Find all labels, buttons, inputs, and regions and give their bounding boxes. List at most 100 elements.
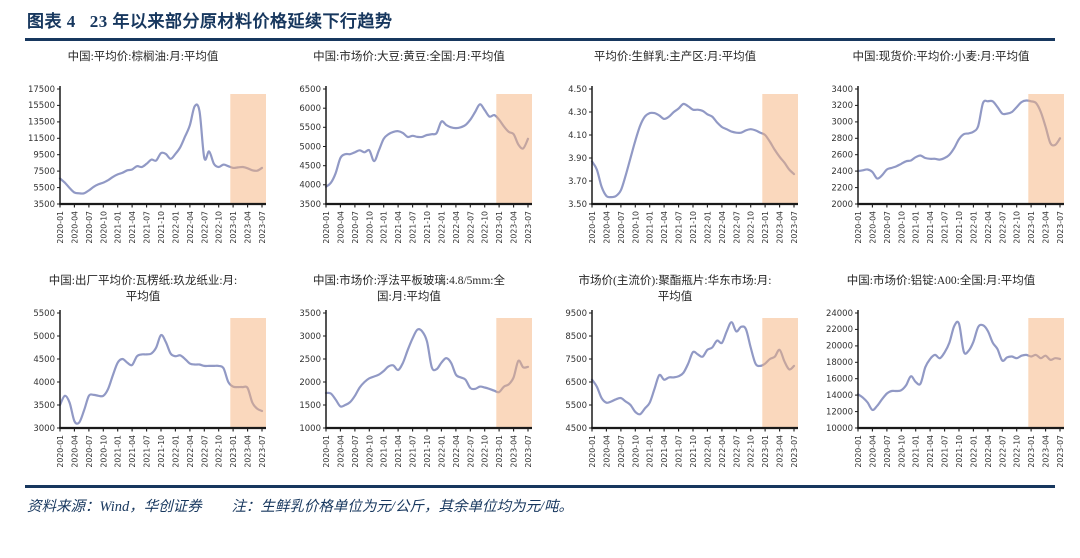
svg-text:2020-04: 2020-04 (602, 211, 611, 244)
svg-text:3000: 3000 (33, 424, 55, 434)
svg-text:5500: 5500 (33, 309, 55, 319)
svg-text:2020-04: 2020-04 (70, 435, 79, 468)
svg-text:2020-07: 2020-07 (351, 435, 360, 468)
svg-text:17500: 17500 (28, 85, 55, 95)
svg-text:2022-04: 2022-04 (984, 435, 993, 468)
svg-text:2020-04: 2020-04 (336, 435, 345, 468)
svg-text:2021-01: 2021-01 (114, 211, 123, 244)
svg-text:2023-01: 2023-01 (495, 435, 504, 468)
svg-text:2021-07: 2021-07 (409, 435, 418, 468)
svg-text:2021-07: 2021-07 (143, 211, 152, 244)
svg-text:2022-04: 2022-04 (452, 435, 461, 468)
svg-text:2021-04: 2021-04 (660, 211, 669, 244)
svg-text:2023-04: 2023-04 (1042, 435, 1051, 468)
svg-text:2020-01: 2020-01 (322, 211, 331, 244)
svg-text:2021-01: 2021-01 (912, 211, 921, 244)
svg-text:2022-01: 2022-01 (969, 435, 978, 468)
svg-text:4500: 4500 (565, 424, 587, 434)
line-plot: 24000 22000 20000 18000 16000 14000 12000 10000… (810, 307, 1072, 483)
line-plot: 5500 5000 4500 4000 3500 3000 2020-01 2020-04 20… (12, 307, 274, 483)
svg-text:2020-01: 2020-01 (56, 211, 65, 244)
chart-title: 中国:平均价:棕榈油:月:平均值 (67, 51, 219, 63)
chart-title: 中国:市场价:浮法平板玻璃:4.8/5mm:全国:月:平均值 (313, 275, 505, 304)
svg-text:8500: 8500 (565, 332, 587, 342)
svg-text:20000: 20000 (826, 342, 853, 352)
svg-text:2021-10: 2021-10 (955, 211, 964, 244)
svg-text:4000: 4000 (299, 181, 321, 191)
svg-text:5000: 5000 (33, 332, 55, 342)
svg-text:10000: 10000 (826, 424, 853, 434)
svg-text:2023-01: 2023-01 (761, 211, 770, 244)
svg-text:18000: 18000 (826, 358, 853, 368)
svg-text:2000: 2000 (831, 200, 853, 210)
svg-text:2021-04: 2021-04 (926, 435, 935, 468)
svg-text:2021-04: 2021-04 (660, 435, 669, 468)
svg-text:2022-10: 2022-10 (481, 435, 490, 468)
figure-header: 图表 4 23 年以来部分原材料价格延续下行趋势 (25, 0, 1055, 41)
svg-text:1000: 1000 (299, 424, 321, 434)
svg-text:2020-01: 2020-01 (854, 435, 863, 468)
svg-text:2023-07: 2023-07 (524, 211, 533, 244)
svg-text:2020-07: 2020-07 (617, 211, 626, 244)
svg-text:2023-04: 2023-04 (244, 435, 253, 468)
svg-text:2022-07: 2022-07 (732, 211, 741, 244)
svg-text:2022-01: 2022-01 (171, 211, 180, 244)
chart-title: 平均价:生鲜乳:主产区:月:平均值 (593, 51, 757, 63)
svg-text:2023-07: 2023-07 (1056, 211, 1065, 244)
chart-title: 中国:市场价:铝锭:A00:全国:月:平均值 (846, 275, 1036, 287)
svg-text:2020-07: 2020-07 (883, 435, 892, 468)
svg-text:3500: 3500 (299, 200, 321, 210)
note-text: 注：生鲜乳价格单位为元/公斤，其余单位均为元/吨。 (231, 499, 573, 515)
svg-text:2022-10: 2022-10 (215, 211, 224, 244)
svg-text:9500: 9500 (33, 151, 55, 161)
svg-text:7500: 7500 (33, 167, 55, 177)
svg-text:2021-07: 2021-07 (675, 211, 684, 244)
chart-palm-oil: 中国:平均价:棕榈油:月:平均值 17500 15500 13500 11500 950… (12, 49, 274, 259)
svg-text:2020-07: 2020-07 (85, 435, 94, 468)
svg-text:2021-07: 2021-07 (941, 211, 950, 244)
svg-text:3.90: 3.90 (568, 154, 587, 164)
svg-text:12000: 12000 (826, 407, 853, 417)
svg-text:2020-10: 2020-10 (897, 211, 906, 244)
chart-float-glass: 中国:市场价:浮法平板玻璃:4.8/5mm:全国:月:平均值 3500 3000 2… (278, 273, 540, 483)
svg-text:2021-01: 2021-01 (912, 435, 921, 468)
svg-text:1500: 1500 (299, 401, 321, 411)
chart-title: 中国:市场价:大豆:黄豆:全国:月:平均值 (313, 51, 505, 63)
svg-text:2023-01: 2023-01 (229, 211, 238, 244)
source-text: 资料来源：Wind，华创证券 (27, 499, 202, 515)
svg-text:6500: 6500 (565, 378, 587, 388)
svg-text:2022-10: 2022-10 (481, 211, 490, 244)
svg-text:2020-10: 2020-10 (99, 435, 108, 468)
svg-text:2022-10: 2022-10 (1013, 211, 1022, 244)
figure-footer: 资料来源：Wind，华创证券 注：生鲜乳价格单位为元/公斤，其余单位均为元/吨。 (25, 485, 1055, 516)
svg-text:2020-07: 2020-07 (351, 211, 360, 244)
svg-text:2023-07: 2023-07 (1056, 435, 1065, 468)
chart-raw-milk: 平均价:生鲜乳:主产区:月:平均值 4.50 4.30 4.10 3.90 3.70 3.… (544, 49, 806, 259)
chart-soybean: 中国:市场价:大豆:黄豆:全国:月:平均值 6500 6000 5500 5000 45… (278, 49, 540, 259)
svg-text:2021-07: 2021-07 (409, 211, 418, 244)
svg-text:2020-10: 2020-10 (365, 211, 374, 244)
svg-text:2021-01: 2021-01 (380, 211, 389, 244)
svg-text:2020-01: 2020-01 (588, 211, 597, 244)
line-plot: 17500 15500 13500 11500 9500 7500 5500 3500 2020… (12, 83, 274, 259)
svg-text:2023-01: 2023-01 (1027, 211, 1036, 244)
svg-text:2021-04: 2021-04 (926, 211, 935, 244)
svg-text:7500: 7500 (565, 355, 587, 365)
svg-text:2022-07: 2022-07 (200, 211, 209, 244)
svg-text:2021-10: 2021-10 (423, 435, 432, 468)
svg-text:2800: 2800 (831, 134, 853, 144)
page-title: 23 年以来部分原材料价格延续下行趋势 (89, 12, 393, 31)
svg-text:2400: 2400 (831, 167, 853, 177)
chart-pet-bottle-chip: 市场价(主流价):聚酯瓶片:华东市场:月:平均值 9500 8500 7500 650… (544, 273, 806, 483)
svg-text:2021-10: 2021-10 (423, 211, 432, 244)
svg-text:2023-01: 2023-01 (761, 435, 770, 468)
svg-text:2021-04: 2021-04 (128, 211, 137, 244)
svg-text:2020-10: 2020-10 (631, 435, 640, 468)
svg-text:3000: 3000 (299, 332, 321, 342)
svg-text:4.30: 4.30 (568, 108, 587, 118)
svg-text:3500: 3500 (33, 401, 55, 411)
